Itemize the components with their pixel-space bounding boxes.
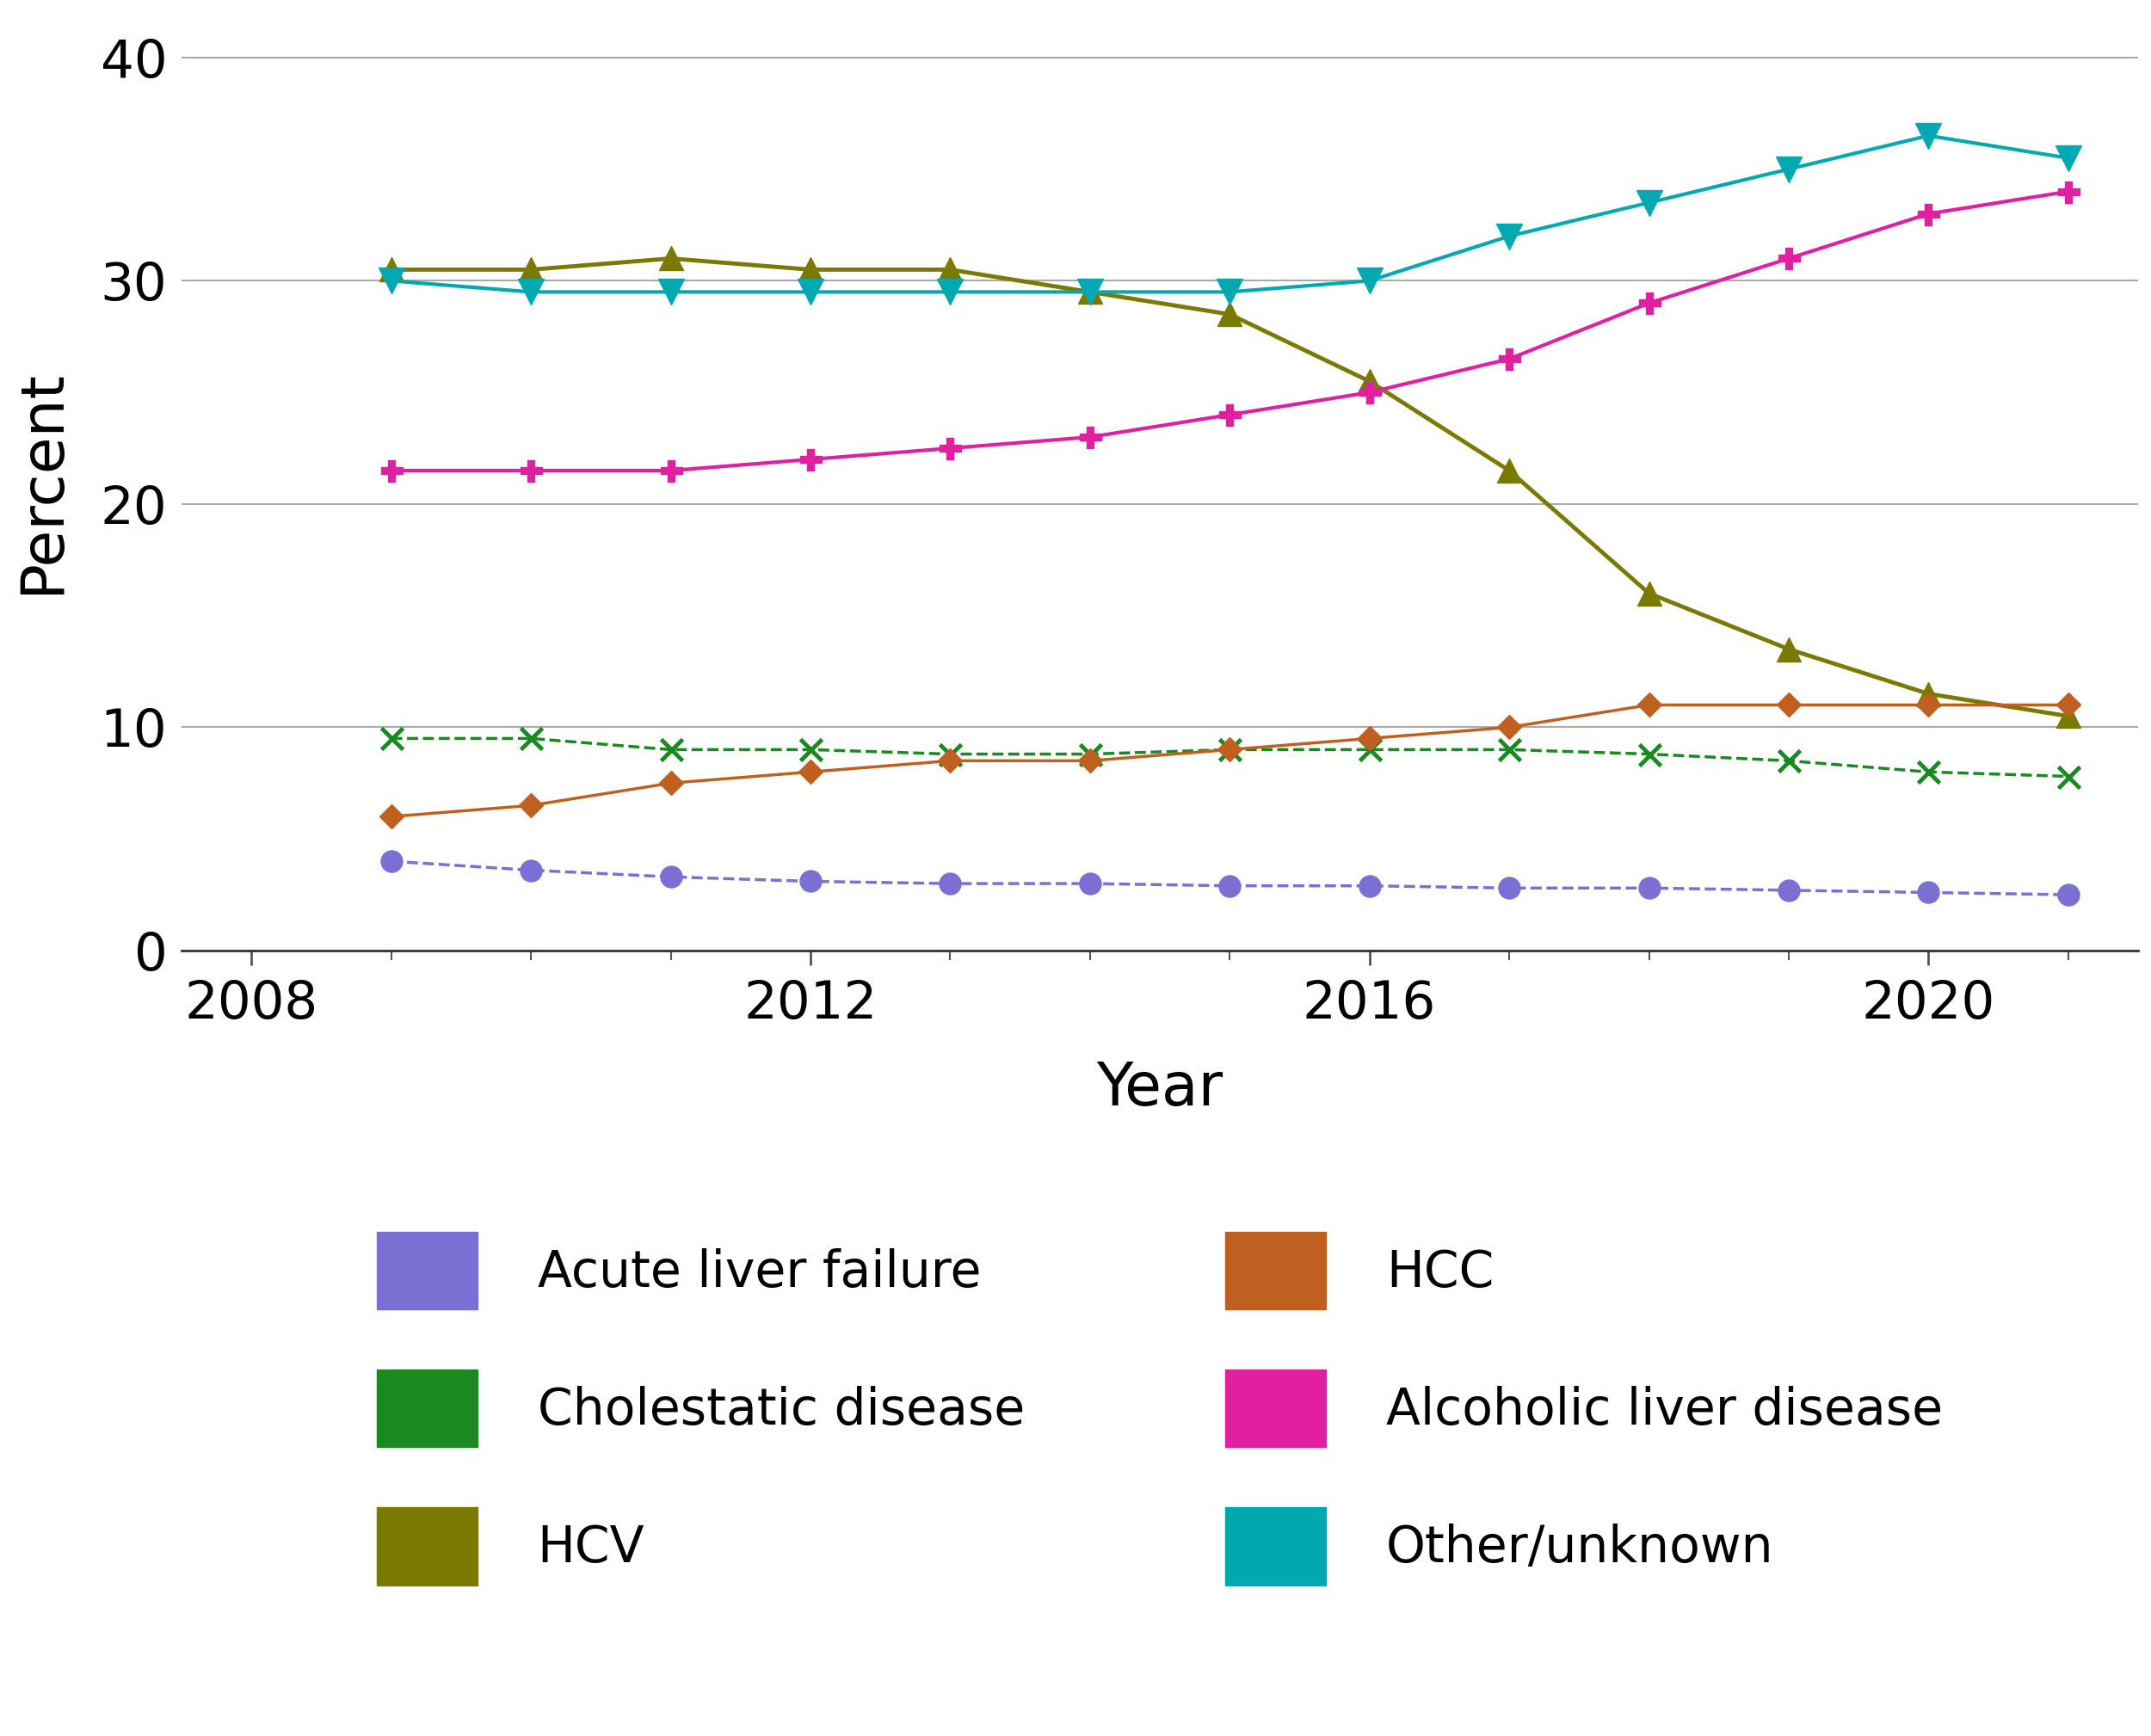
Other/unknown (1217, 281, 1243, 302)
Line: HCC: HCC (383, 696, 2076, 825)
Acute liver failure (798, 871, 824, 892)
Alcoholic liver disease (1078, 427, 1103, 448)
Alcoholic liver disease (2056, 181, 2082, 201)
Cholestatic disease (658, 740, 684, 760)
Legend: Acute liver failure, Cholestatic disease, HCV, HCC, Alcoholic liver disease, Oth: Acute liver failure, Cholestatic disease… (327, 1182, 1994, 1635)
Acute liver failure (1078, 873, 1103, 894)
HCC (658, 773, 684, 793)
Acute liver failure (1917, 882, 1942, 903)
Other/unknown (1357, 271, 1383, 292)
Cholestatic disease (1637, 743, 1663, 764)
X-axis label: Year: Year (1097, 1061, 1224, 1118)
Line: Acute liver failure: Acute liver failure (381, 851, 2080, 906)
Cholestatic disease (1357, 740, 1383, 760)
HCV (1078, 281, 1103, 302)
Other/unknown (658, 281, 684, 302)
HCV (1777, 639, 1803, 660)
Other/unknown (1078, 281, 1103, 302)
HCC (1777, 694, 1803, 715)
Y-axis label: Percent: Percent (13, 370, 71, 594)
Alcoholic liver disease (1497, 349, 1523, 370)
Other/unknown (938, 281, 964, 302)
Line: HCV: HCV (379, 247, 2080, 727)
Acute liver failure (1357, 875, 1383, 896)
Acute liver failure (1497, 878, 1523, 899)
HCV (518, 259, 544, 279)
Other/unknown (1637, 193, 1663, 214)
Acute liver failure (658, 866, 684, 887)
HCV (1637, 583, 1663, 604)
Cholestatic disease (938, 743, 964, 764)
Line: Alcoholic liver disease: Alcoholic liver disease (381, 181, 2080, 481)
Alcoholic liver disease (379, 460, 404, 481)
HCC (1637, 694, 1663, 715)
Alcoholic liver disease (798, 450, 824, 470)
Other/unknown (798, 281, 824, 302)
Cholestatic disease (1217, 740, 1243, 760)
HCC (379, 806, 404, 826)
HCV (938, 259, 964, 279)
HCV (2056, 707, 2082, 727)
Other/unknown (1497, 226, 1523, 247)
HCV (658, 248, 684, 269)
Line: Cholestatic disease: Cholestatic disease (381, 727, 2080, 786)
Cholestatic disease (1777, 750, 1803, 771)
Other/unknown (518, 281, 544, 302)
Cholestatic disease (1917, 762, 1942, 783)
Cholestatic disease (2056, 766, 2082, 786)
Other/unknown (379, 271, 404, 292)
HCV (379, 259, 404, 279)
Alcoholic liver disease (1357, 382, 1383, 403)
Acute liver failure (518, 859, 544, 880)
HCC (1497, 717, 1523, 738)
HCC (798, 762, 824, 783)
Cholestatic disease (518, 727, 544, 748)
Acute liver failure (2056, 884, 2082, 904)
Other/unknown (1777, 158, 1803, 179)
HCV (1357, 372, 1383, 392)
HCV (798, 259, 824, 279)
Acute liver failure (938, 873, 964, 894)
Alcoholic liver disease (658, 460, 684, 481)
HCC (2056, 694, 2082, 715)
Alcoholic liver disease (1777, 248, 1803, 269)
Alcoholic liver disease (518, 460, 544, 481)
HCC (938, 750, 964, 771)
Acute liver failure (1217, 875, 1243, 896)
HCC (1357, 727, 1383, 748)
Cholestatic disease (798, 740, 824, 760)
Cholestatic disease (1078, 743, 1103, 764)
HCV (1497, 460, 1523, 481)
Line: Other/unknown: Other/unknown (379, 123, 2082, 306)
HCV (1917, 684, 1942, 705)
Alcoholic liver disease (938, 437, 964, 458)
HCC (518, 795, 544, 816)
Cholestatic disease (379, 727, 404, 748)
HCC (1917, 694, 1942, 715)
HCC (1217, 740, 1243, 760)
Alcoholic liver disease (1637, 293, 1663, 314)
Acute liver failure (1637, 878, 1663, 899)
HCV (1217, 304, 1243, 325)
Alcoholic liver disease (1917, 203, 1942, 224)
HCC (1078, 750, 1103, 771)
Acute liver failure (379, 851, 404, 871)
Alcoholic liver disease (1217, 404, 1243, 425)
Other/unknown (2056, 148, 2082, 168)
Other/unknown (1917, 125, 1942, 146)
Acute liver failure (1777, 880, 1803, 901)
Cholestatic disease (1497, 740, 1523, 760)
